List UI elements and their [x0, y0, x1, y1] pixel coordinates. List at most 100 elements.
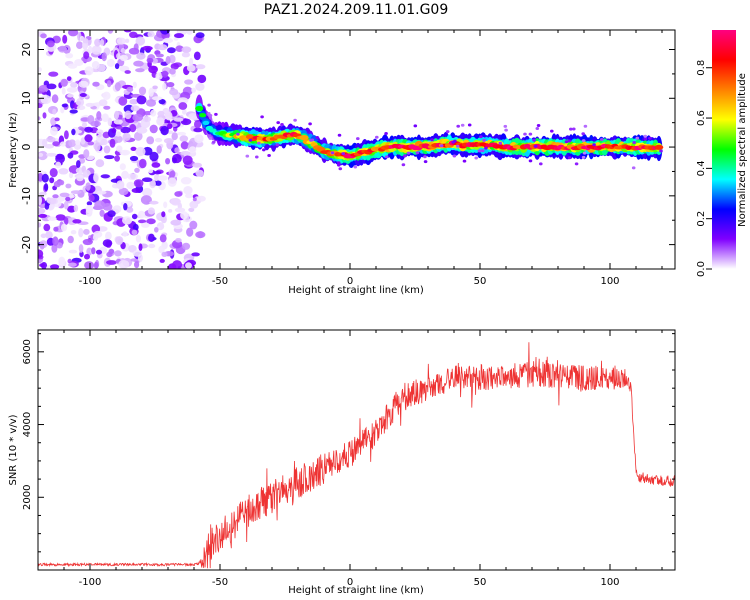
noise-cell	[93, 261, 99, 269]
noise-cell	[139, 158, 147, 169]
speckle-cell	[460, 123, 465, 127]
noise-cell	[64, 130, 69, 140]
noise-cell	[95, 159, 105, 168]
speckle-cell	[533, 144, 538, 148]
noise-cell	[155, 72, 163, 80]
speckle-cell	[445, 130, 450, 134]
noise-cell	[130, 146, 137, 151]
noise-cell	[140, 195, 152, 205]
speckle-cell	[262, 148, 266, 152]
colorbar-ticks: 0.0 0.2 0.4 0.6 0.8	[696, 60, 712, 277]
noise-cell	[131, 188, 141, 193]
noise-cell	[184, 79, 194, 85]
noise-cell	[109, 138, 116, 148]
noise-cell	[40, 33, 47, 39]
speckle-cell	[600, 138, 604, 141]
speckle-cell	[582, 151, 587, 155]
noise-cell	[68, 249, 78, 254]
noise-cell	[67, 262, 77, 267]
noise-cell	[115, 131, 121, 137]
noise-cell	[180, 151, 191, 156]
noise-cell	[51, 243, 58, 253]
colorbar-tick-label: 0.4	[696, 160, 707, 176]
noise-cell	[174, 191, 183, 197]
noise-cell	[192, 162, 203, 168]
noise-cell	[182, 108, 187, 115]
noise-cell	[82, 238, 93, 246]
noise-cell	[123, 203, 128, 211]
noise-cell	[120, 47, 126, 54]
noise-cell	[191, 252, 200, 257]
speckle-cell	[536, 124, 541, 127]
noise-cell	[197, 74, 207, 84]
speckle-cell	[455, 144, 460, 148]
noise-cell	[174, 147, 180, 154]
noise-cell	[94, 142, 101, 152]
noise-cell	[50, 126, 58, 136]
noise-cell	[116, 37, 126, 45]
noise-cell	[52, 141, 60, 147]
noise-cell	[115, 236, 124, 245]
noise-cell	[70, 230, 77, 235]
noise-cell	[84, 134, 93, 143]
noise-cell	[186, 64, 196, 72]
noise-cell	[132, 113, 144, 122]
noise-cell	[50, 264, 60, 269]
noise-cell	[95, 249, 103, 255]
speckle-cell	[462, 159, 467, 163]
noise-cell	[46, 152, 57, 157]
noise-cell	[62, 34, 68, 44]
speckle-cell	[467, 123, 472, 127]
speckle-cell	[275, 143, 280, 147]
noise-cell	[96, 111, 102, 120]
noise-cell	[196, 195, 206, 202]
noise-cell	[48, 71, 59, 77]
noise-cell	[160, 30, 170, 35]
speckle-cell	[248, 138, 253, 142]
noise-cell	[119, 163, 126, 171]
noise-cell	[129, 124, 137, 133]
speckle-cell	[632, 141, 636, 144]
noise-cell	[67, 235, 74, 244]
speckle-cell	[474, 156, 479, 160]
speckle-cell	[413, 124, 418, 128]
speckle-cell	[535, 127, 540, 130]
noise-cell	[195, 82, 205, 91]
noise-cell	[87, 141, 95, 146]
noise-cell	[129, 155, 139, 162]
noise-cell	[148, 65, 159, 74]
noise-cell	[120, 126, 131, 134]
noise-cell	[157, 44, 168, 51]
noise-cell	[149, 200, 159, 205]
noise-cell	[38, 152, 44, 157]
noise-cell	[148, 243, 156, 249]
noise-cell	[60, 106, 65, 114]
noise-cell	[122, 231, 128, 237]
speckle-cell	[208, 114, 213, 117]
noise-cell	[125, 38, 130, 43]
speckle-cell	[567, 156, 572, 160]
noise-cell	[52, 194, 59, 199]
noise-cell	[84, 66, 94, 76]
noise-cell	[106, 260, 117, 265]
speckle-cell	[401, 163, 406, 167]
speckle-cell	[648, 136, 652, 140]
noise-cell	[76, 41, 83, 49]
noise-cell	[158, 98, 166, 105]
noise-cell	[135, 234, 141, 243]
speckle-cell	[572, 127, 576, 131]
noise-cell	[38, 195, 42, 206]
noise-cell	[119, 54, 128, 62]
noise-cell	[134, 167, 140, 173]
noise-cell	[136, 95, 147, 105]
x-tick-label: -100	[79, 577, 102, 588]
noise-cell	[38, 207, 46, 215]
speckle-cell	[480, 149, 485, 153]
noise-cell	[116, 180, 125, 190]
noise-cell	[83, 51, 90, 60]
noise-cell	[67, 63, 78, 69]
noise-cell	[181, 46, 192, 53]
noise-cell	[44, 203, 50, 210]
speckle-cell	[384, 155, 389, 159]
noise-cell	[47, 197, 57, 205]
